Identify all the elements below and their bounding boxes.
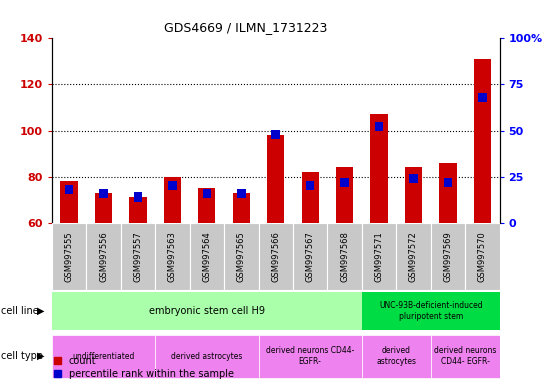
Bar xyxy=(440,163,456,223)
Text: derived neurons
CD44- EGFR-: derived neurons CD44- EGFR- xyxy=(434,346,496,366)
Text: derived neurons CD44-
EGFR-: derived neurons CD44- EGFR- xyxy=(266,346,354,366)
Text: cell type: cell type xyxy=(1,351,43,361)
Text: cell line: cell line xyxy=(1,306,39,316)
Bar xyxy=(431,334,500,378)
Text: embryonic stem cell H9: embryonic stem cell H9 xyxy=(149,306,265,316)
Text: GSM997567: GSM997567 xyxy=(306,231,314,282)
Bar xyxy=(52,334,155,378)
Bar xyxy=(233,193,250,223)
Bar xyxy=(95,193,112,223)
Text: GSM997555: GSM997555 xyxy=(64,231,74,281)
Bar xyxy=(306,181,314,190)
Text: GSM997568: GSM997568 xyxy=(340,231,349,282)
Text: GSM997556: GSM997556 xyxy=(99,231,108,282)
Bar xyxy=(271,130,280,139)
Bar xyxy=(443,177,452,187)
Text: GSM997572: GSM997572 xyxy=(409,231,418,282)
Bar xyxy=(61,181,78,223)
Bar xyxy=(478,93,486,102)
Text: ▶: ▶ xyxy=(37,306,45,316)
Bar xyxy=(370,114,388,223)
Bar xyxy=(396,223,431,290)
Text: UNC-93B-deficient-induced
pluripotent stem: UNC-93B-deficient-induced pluripotent st… xyxy=(379,301,483,321)
Text: GSM997563: GSM997563 xyxy=(168,231,177,282)
Bar xyxy=(336,167,353,223)
Bar xyxy=(99,189,108,198)
Text: GSM997557: GSM997557 xyxy=(133,231,143,282)
Bar xyxy=(168,181,177,190)
Text: derived astrocytes: derived astrocytes xyxy=(171,352,242,361)
Bar xyxy=(164,177,181,223)
Bar xyxy=(86,223,121,290)
Text: GSM997570: GSM997570 xyxy=(478,231,487,282)
Bar xyxy=(375,122,383,131)
Bar xyxy=(121,223,155,290)
Bar xyxy=(155,223,189,290)
Text: GSM997566: GSM997566 xyxy=(271,231,280,282)
Text: GSM997565: GSM997565 xyxy=(237,231,246,282)
Text: undifferentiated: undifferentiated xyxy=(72,352,135,361)
Bar xyxy=(224,223,258,290)
Bar xyxy=(134,192,143,202)
Text: derived
astrocytes: derived astrocytes xyxy=(376,346,416,366)
Bar xyxy=(362,223,396,290)
Bar xyxy=(405,167,422,223)
Text: GSM997571: GSM997571 xyxy=(375,231,383,282)
Bar xyxy=(409,174,418,183)
Bar xyxy=(340,177,349,187)
Text: GSM997569: GSM997569 xyxy=(443,231,453,282)
Text: GSM997564: GSM997564 xyxy=(203,231,211,282)
Bar xyxy=(237,189,246,198)
Bar xyxy=(189,223,224,290)
Bar xyxy=(203,189,211,198)
Bar xyxy=(52,292,362,330)
Bar xyxy=(258,223,293,290)
Bar xyxy=(362,334,431,378)
Text: GDS4669 / ILMN_1731223: GDS4669 / ILMN_1731223 xyxy=(164,21,328,34)
Bar xyxy=(301,172,319,223)
Bar xyxy=(65,185,73,194)
Bar xyxy=(431,223,465,290)
Bar xyxy=(267,135,284,223)
Bar xyxy=(465,223,500,290)
Bar xyxy=(362,292,500,330)
Bar xyxy=(52,223,86,290)
Text: ▶: ▶ xyxy=(37,351,45,361)
Bar xyxy=(129,197,146,223)
Bar xyxy=(293,223,328,290)
Bar xyxy=(474,59,491,223)
Bar xyxy=(155,334,258,378)
Bar xyxy=(258,334,362,378)
Bar xyxy=(198,188,216,223)
Legend: count, percentile rank within the sample: count, percentile rank within the sample xyxy=(54,356,234,379)
Bar xyxy=(328,223,362,290)
